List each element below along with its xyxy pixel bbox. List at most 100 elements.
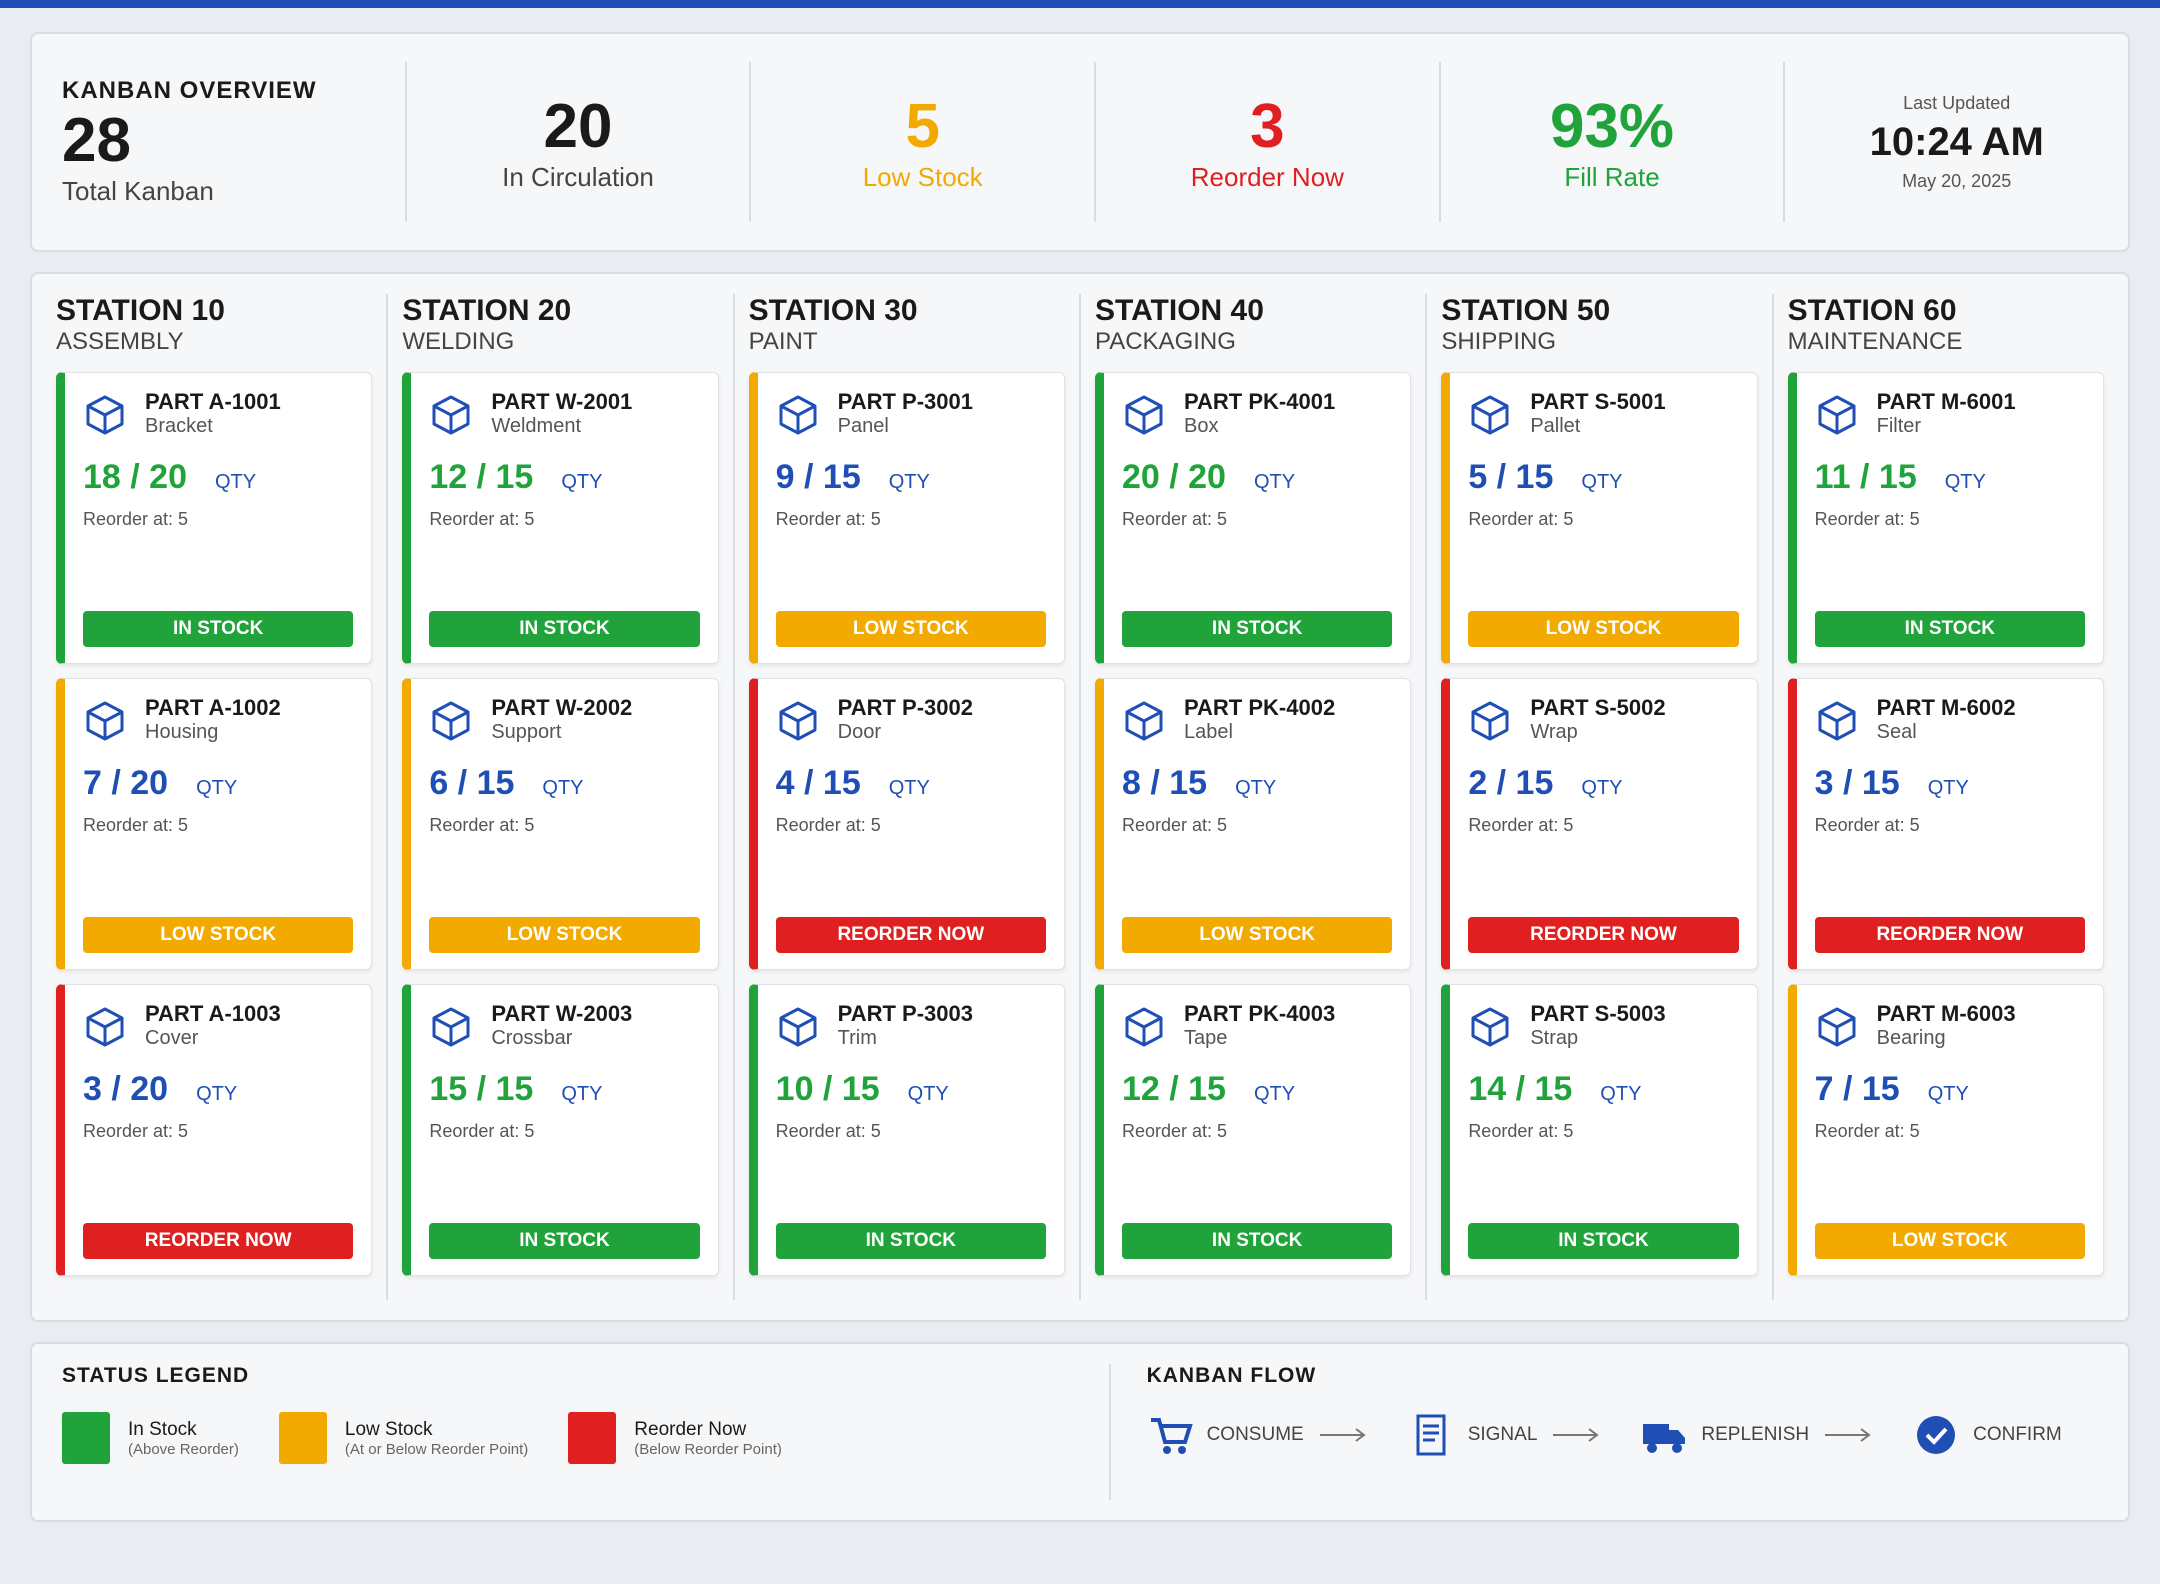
flow-arrow — [1553, 1428, 1600, 1442]
status-badge: LOW STOCK — [83, 917, 354, 953]
quantity: 7 / 15 — [1814, 1070, 1900, 1108]
part-number: PART S-5001 — [1530, 389, 1666, 414]
flow-step: CONFIRM — [1913, 1412, 2062, 1458]
station: STATION 30 PAINT PART P-3001 Panel 9 / 15 QTY… — [732, 294, 1079, 1300]
part-card: PART A-1003 Cover 3 / 20 QTY Reorder at: 5 RE… — [56, 984, 373, 1276]
stat: 93% Fill Rate — [1438, 62, 1784, 222]
part-number: PART M-6001 — [1876, 389, 2016, 414]
part-number: PART S-5003 — [1530, 1001, 1666, 1026]
updated-time: 10:24 AM — [1869, 119, 2044, 164]
part-name: Trim — [837, 1027, 877, 1049]
quantity: 6 / 15 — [429, 764, 515, 802]
part-name: Panel — [837, 415, 889, 437]
status-badge: IN STOCK — [1468, 1223, 1739, 1259]
legend-label: In Stock — [128, 1418, 197, 1440]
part-card: PART W-2002 Support 6 / 15 QTY Reorder at: 5… — [402, 678, 719, 970]
quantity-unit: QTY — [907, 1083, 949, 1105]
quantity-row: 3 / 15 QTY — [1815, 764, 2085, 803]
part-card: PART PK-4003 Tape 12 / 15 QTY Reorder at: 5 I… — [1094, 984, 1412, 1276]
quantity: 2 / 15 — [1468, 764, 1554, 802]
quantity: 4 / 15 — [775, 764, 861, 802]
part-name: Strap — [1530, 1027, 1579, 1049]
quantity-unit: QTY — [561, 1083, 603, 1105]
quantity-unit: QTY — [888, 777, 930, 799]
part-card: PART S-5003 Strap 14 / 15 QTY Reorder at: 5 I… — [1441, 984, 1758, 1276]
stat-label: Low Stock — [862, 162, 983, 192]
quantity-row: 2 / 15 QTY — [1468, 764, 1738, 803]
station-area: PACKAGING — [1094, 328, 1236, 355]
quantity-row: 6 / 15 QTY — [429, 764, 699, 803]
part-icon — [1471, 1007, 1509, 1047]
part-name: Label — [1183, 721, 1233, 743]
flow-arrow — [1319, 1428, 1366, 1442]
overview: KANBAN OVERVIEW 28 Total Kanban 20 In Circul… — [30, 32, 2130, 252]
status-badge: LOW STOCK — [775, 611, 1046, 647]
quantity-row: 10 / 15 QTY — [776, 1070, 1046, 1109]
quantity-row: 5 / 15 QTY — [1468, 458, 1738, 497]
quantity-unit: QTY — [1600, 1083, 1642, 1105]
stat-label: Total Kanban — [62, 176, 214, 206]
legend-note: (At or Below Reorder Point) — [344, 1440, 529, 1458]
status-badge: LOW STOCK — [1121, 917, 1393, 953]
quantity: 12 / 15 — [1121, 1070, 1226, 1108]
reorder-point: Reorder at: 5 — [1121, 1121, 1228, 1141]
stat-value: 28 — [62, 106, 131, 175]
part-name: Tape — [1183, 1027, 1228, 1049]
station-area: PAINT — [748, 328, 818, 355]
footer: STATUS LEGEND In Stock (Above Reorder) Low… — [30, 1342, 2130, 1522]
stat-label: Reorder Now — [1190, 162, 1344, 192]
legend-swatch — [62, 1412, 110, 1464]
quantity: 20 / 20 — [1121, 458, 1226, 496]
quantity-row: 18 / 20 QTY — [83, 458, 353, 497]
part-number: PART A-1001 — [145, 389, 281, 414]
part-number: PART PK-4002 — [1183, 695, 1336, 720]
status-badge: REORDER NOW — [775, 917, 1046, 953]
quantity-unit: QTY — [196, 1083, 238, 1105]
legend-label: Low Stock — [344, 1418, 433, 1440]
quantity: 10 / 15 — [775, 1070, 880, 1108]
status-badge: IN STOCK — [83, 611, 354, 647]
part-card: PART P-3002 Door 4 / 15 QTY Reorder at: 5 REO… — [748, 678, 1065, 970]
stat-value: 3 — [1250, 92, 1285, 161]
quantity: 3 / 15 — [1814, 764, 1900, 802]
last-updated: Last Updated 10:24 AM May 20, 2025 — [1783, 62, 2128, 222]
legend-item: Reorder Now (Below Reorder Point) — [568, 1412, 782, 1464]
station-name: STATION 50 — [1441, 294, 1611, 327]
part-icon — [779, 701, 817, 741]
quantity-row: 12 / 15 QTY — [429, 458, 699, 497]
part-icon — [432, 1007, 470, 1047]
reorder-point: Reorder at: 5 — [1468, 815, 1574, 835]
part-name: Seal — [1876, 721, 1917, 743]
part-icon — [86, 1007, 124, 1047]
legend-item: Low Stock (At or Below Reorder Point) — [278, 1412, 529, 1464]
station: STATION 10 ASSEMBLY PART A-1001 Bracket 18 /… — [42, 294, 386, 1300]
flow-title: KANBAN FLOW — [1146, 1364, 1317, 1387]
status-badge: LOW STOCK — [1468, 611, 1739, 647]
flow-step: SIGNAL — [1408, 1412, 1602, 1458]
updated-label: Last Updated — [1903, 92, 2011, 113]
part-icon — [779, 1007, 817, 1047]
quantity-unit: QTY — [542, 777, 584, 799]
part-icon — [1471, 701, 1509, 741]
part-card: PART PK-4001 Box 20 / 20 QTY Reorder at: 5 IN… — [1094, 372, 1412, 664]
part-icon — [432, 395, 470, 435]
part-number: PART A-1003 — [145, 1001, 281, 1026]
station-name: STATION 10 — [56, 294, 225, 327]
part-icon — [86, 395, 124, 435]
part-name: Door — [837, 721, 882, 743]
legend-text: In Stock (Above Reorder) — [128, 1419, 239, 1458]
status-badge: LOW STOCK — [1814, 1223, 2085, 1259]
part-icon — [1818, 1007, 1856, 1047]
part-card: PART A-1002 Housing 7 / 20 QTY Reorder at: 5… — [56, 678, 373, 970]
part-icon — [1818, 395, 1856, 435]
reorder-point: Reorder at: 5 — [83, 815, 189, 835]
flow-icon — [1150, 1418, 1193, 1454]
part-name: Cover — [145, 1027, 199, 1049]
part-name: Crossbar — [491, 1027, 573, 1049]
status-badge: IN STOCK — [1121, 1223, 1393, 1259]
stat: 20 In Circulation — [404, 62, 750, 222]
legend-swatch — [568, 1412, 617, 1464]
station-name: STATION 20 — [402, 294, 572, 327]
part-number: PART W-2003 — [491, 1001, 633, 1026]
flow-step: REPLENISH — [1641, 1412, 1873, 1458]
